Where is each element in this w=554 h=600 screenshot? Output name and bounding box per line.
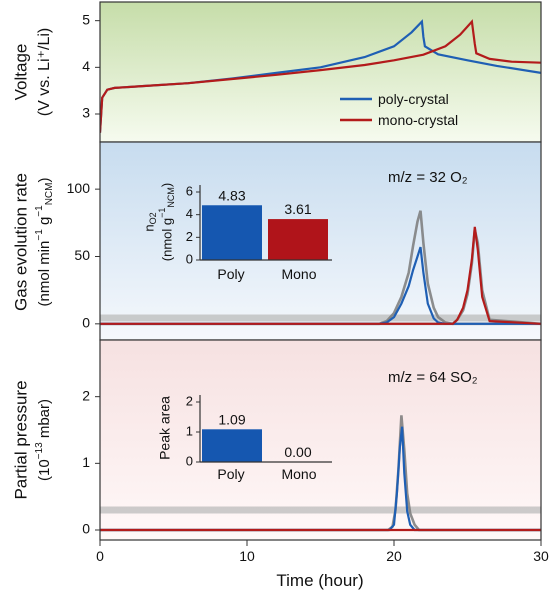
so2-inset-ylabel: Peak area bbox=[157, 396, 173, 460]
gas-tick-label: 0 bbox=[82, 315, 90, 331]
pressure-ylabel-line2: (10−13 mbar) bbox=[34, 399, 53, 481]
so2-inset-tick-0: 0 bbox=[186, 453, 200, 468]
voltage-tick-label: 5 bbox=[82, 11, 90, 27]
so2-annotation: m/z = 64 SO₂ bbox=[388, 369, 478, 386]
legend-label-mono-crystal: mono-crystal bbox=[378, 112, 458, 128]
gas-ylabel-line2: (nmol min−1 g−1NCM) bbox=[34, 178, 55, 307]
so2-inset-bar-chart: 1.09 0.00 0 1 2 Poly Mono Peak area bbox=[157, 393, 332, 482]
gas-y-axis: 0 50 100 bbox=[67, 180, 100, 331]
o2-raw-signal-poly bbox=[100, 210, 541, 326]
voltage-tick-4: 4 bbox=[82, 58, 100, 74]
o2-bar-poly bbox=[202, 205, 262, 260]
o2-inset-tick-label: 4 bbox=[186, 206, 193, 221]
o2-fit-line-mono bbox=[100, 226, 541, 325]
gas-plot-area bbox=[100, 210, 541, 326]
x-tick-label: 0 bbox=[96, 548, 104, 564]
o2-bar-value-mono: 3.61 bbox=[284, 201, 311, 217]
o2-inset-tick-label: 2 bbox=[186, 229, 193, 244]
voltage-tick-label: 4 bbox=[82, 58, 90, 74]
so2-inset-tick-label: 1 bbox=[186, 423, 193, 438]
so2-inset-tick-2: 2 bbox=[186, 393, 200, 408]
pressure-plot-area bbox=[100, 415, 541, 532]
so2-inset-tick-label: 2 bbox=[186, 393, 193, 408]
x-tick-30: 30 bbox=[533, 540, 549, 564]
o2-inset-bar-chart: 4.83 3.61 0 2 4 6 Poly Mono nO2 (nmol g−… bbox=[141, 183, 332, 282]
voltage-y-axis: 3 4 5 bbox=[82, 11, 100, 121]
legend-label-poly-crystal: poly-crystal bbox=[378, 91, 449, 107]
so2-inset-tick-1: 1 bbox=[186, 423, 200, 438]
so2-inset-tick-label: 0 bbox=[186, 453, 193, 468]
o2-inset-tick-label: 0 bbox=[186, 251, 193, 266]
x-tick-20: 20 bbox=[386, 540, 402, 564]
so2-fit-line-poly bbox=[100, 426, 541, 532]
o2-bar-mono bbox=[268, 219, 328, 260]
o2-inset-category-mono: Mono bbox=[281, 266, 316, 282]
partial-pressure-panel: 0 1 2 Partial pressure (10−13 mbar) m/z … bbox=[11, 339, 549, 590]
so2-bar-value-poly: 1.09 bbox=[218, 411, 245, 427]
o2-inset-tick-6: 6 bbox=[186, 183, 200, 198]
pressure-panel-frame bbox=[99, 339, 542, 541]
voltage-legend: poly-crystal mono-crystal bbox=[340, 91, 458, 128]
x-tick-0: 0 bbox=[96, 540, 104, 564]
gas-ylabel-line1: Gas evolution rate bbox=[11, 173, 30, 311]
voltage-line-mono-crystal bbox=[100, 19, 541, 133]
voltage-ylabel-line1: Voltage bbox=[11, 44, 30, 101]
voltage-tick-5: 5 bbox=[82, 11, 100, 27]
so2-bar-poly bbox=[202, 429, 262, 462]
x-tick-10: 10 bbox=[239, 540, 255, 564]
so2-inset-category-mono: Mono bbox=[281, 466, 316, 482]
voltage-tick-3: 3 bbox=[82, 105, 100, 121]
gas-tick-50: 50 bbox=[74, 247, 100, 263]
o2-bar-value-poly: 4.83 bbox=[218, 187, 245, 203]
gas-tick-100: 100 bbox=[67, 180, 100, 196]
pressure-tick-1: 1 bbox=[82, 454, 100, 470]
pressure-y-axis: 0 1 2 bbox=[82, 387, 100, 537]
voltage-panel-background bbox=[100, 2, 541, 142]
x-tick-label: 30 bbox=[533, 548, 549, 564]
o2-inset-tick-0: 0 bbox=[186, 251, 200, 266]
pressure-tick-label: 2 bbox=[82, 387, 90, 403]
gas-tick-label: 50 bbox=[74, 247, 90, 263]
so2-inset-category-poly: Poly bbox=[217, 466, 244, 482]
pressure-tick-2: 2 bbox=[82, 387, 100, 403]
pressure-tick-label: 0 bbox=[82, 521, 90, 537]
pressure-ylabel-line1: Partial pressure bbox=[11, 380, 30, 499]
o2-inset-tick-label: 6 bbox=[186, 183, 193, 198]
x-axis-label: Time (hour) bbox=[276, 571, 363, 590]
voltage-plot-area bbox=[100, 19, 541, 133]
x-tick-label: 20 bbox=[386, 548, 402, 564]
voltage-tick-label: 3 bbox=[82, 105, 90, 121]
gas-evolution-panel: 0 50 100 Gas evolution rate (nmol min−1 … bbox=[11, 141, 542, 341]
x-tick-label: 10 bbox=[239, 548, 255, 564]
gas-tick-0: 0 bbox=[82, 315, 100, 331]
voltage-ylabel-line2: (V vs. Li⁺/Li) bbox=[36, 28, 53, 116]
pressure-tick-0: 0 bbox=[82, 521, 100, 537]
o2-inset-tick-4: 4 bbox=[186, 206, 200, 221]
pressure-tick-label: 1 bbox=[82, 454, 90, 470]
time-x-axis: 0 10 20 30 Time (hour) bbox=[96, 540, 549, 590]
voltage-panel: 3 4 5 Voltage (V vs. Li⁺/Li) poly-crysta… bbox=[11, 1, 542, 143]
o2-inset-category-poly: Poly bbox=[217, 266, 244, 282]
o2-inset-tick-2: 2 bbox=[186, 229, 200, 244]
o2-annotation: m/z = 32 O₂ bbox=[388, 169, 468, 186]
gas-tick-label: 100 bbox=[67, 180, 91, 196]
so2-bar-value-mono: 0.00 bbox=[284, 444, 311, 460]
